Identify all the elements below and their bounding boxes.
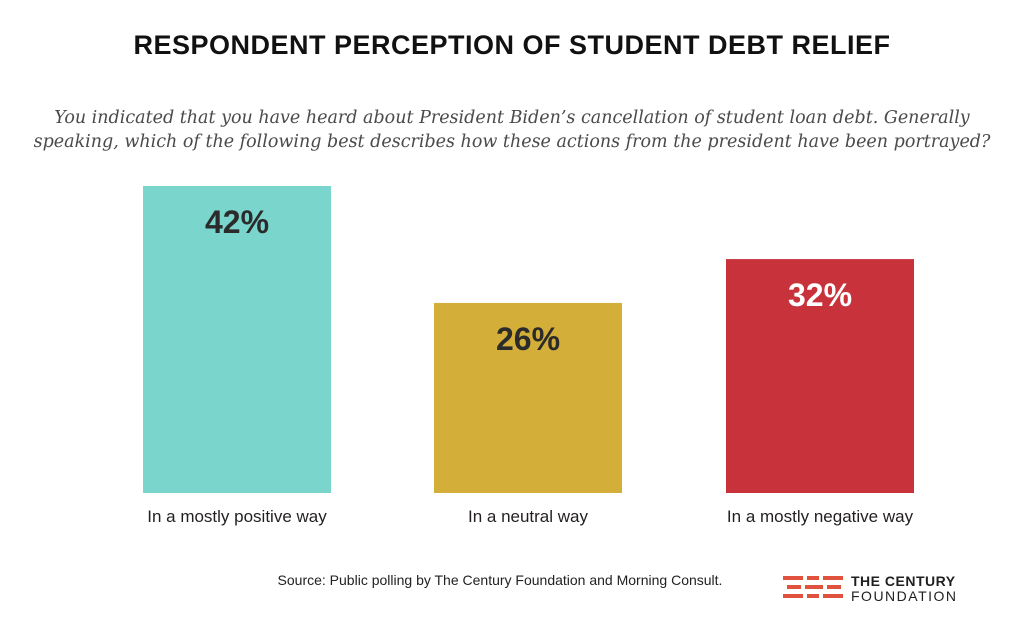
category-label-0: In a mostly positive way bbox=[147, 507, 327, 526]
logo-dash bbox=[783, 576, 803, 580]
chart-subtitle: You indicated that you have heard about … bbox=[33, 108, 991, 152]
logo-dash bbox=[805, 585, 823, 589]
value-label-1: 26% bbox=[496, 321, 560, 357]
logo-dash bbox=[827, 585, 841, 589]
chart-title: RESPONDENT PERCEPTION OF STUDENT DEBT RE… bbox=[133, 30, 891, 60]
bar-1 bbox=[434, 302, 622, 493]
bar-2 bbox=[726, 259, 914, 493]
bar-0 bbox=[143, 186, 331, 493]
century-foundation-logo: THE CENTURY FOUNDATION bbox=[783, 573, 983, 607]
bar-chart: 42% In a mostly positive way 26% In a neutr… bbox=[143, 186, 914, 526]
logo-dash bbox=[823, 576, 843, 580]
value-label-2: 32% bbox=[788, 277, 852, 313]
logo-line-1: THE CENTURY bbox=[851, 573, 956, 589]
logo-dash bbox=[823, 594, 843, 598]
logo-dash bbox=[807, 576, 819, 580]
category-label-1: In a neutral way bbox=[468, 507, 589, 526]
logo-dash bbox=[807, 594, 819, 598]
value-label-0: 42% bbox=[205, 204, 269, 240]
category-label-2: In a mostly negative way bbox=[727, 507, 914, 526]
logo-dash bbox=[787, 585, 801, 589]
source-note: Source: Public polling by The Century Fo… bbox=[277, 572, 723, 588]
logo-mark-icon bbox=[783, 576, 843, 598]
logo-line-2: FOUNDATION bbox=[851, 588, 958, 604]
logo-dash bbox=[783, 594, 803, 598]
